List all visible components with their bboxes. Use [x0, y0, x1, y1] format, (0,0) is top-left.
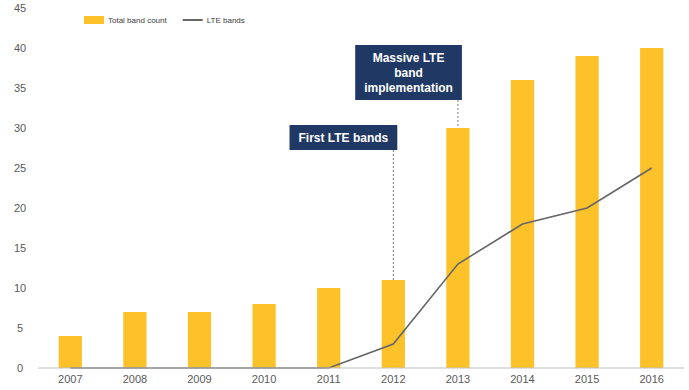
y-tick	[35, 48, 37, 49]
x-tick-label: 2009	[187, 373, 211, 385]
annotation-line: band	[394, 66, 423, 80]
bar	[188, 312, 211, 368]
annotation-text: First LTE bands	[299, 131, 389, 145]
annotation-text: Massive LTEbandimplementation	[364, 51, 453, 95]
y-tick	[35, 88, 37, 89]
annotation-leader	[393, 150, 394, 280]
y-tick	[35, 368, 37, 369]
bar	[446, 128, 469, 368]
y-tick-label: 10	[14, 282, 26, 294]
x-axis-line	[38, 368, 684, 369]
annotation-leader	[457, 100, 458, 128]
y-tick	[35, 168, 37, 169]
annotation-line: Massive LTE	[373, 51, 445, 65]
annotation: First LTE bands	[290, 125, 398, 280]
y-tick-label: 0	[17, 362, 23, 374]
x-tick-label: 2015	[575, 373, 599, 385]
bar	[123, 312, 146, 368]
bar	[252, 304, 275, 368]
legend-label: LTE bands	[207, 16, 245, 25]
y-tick-label: 25	[14, 162, 26, 174]
bar	[382, 280, 405, 368]
bar	[640, 48, 663, 368]
x-tick-label: 2010	[252, 373, 276, 385]
x-tick-label: 2013	[446, 373, 470, 385]
y-tick-label: 30	[14, 122, 26, 134]
y-range-line	[38, 8, 39, 368]
legend-swatch	[183, 19, 203, 21]
y-tick-label: 35	[14, 82, 26, 94]
y-tick-label: 40	[14, 42, 26, 54]
line	[70, 168, 651, 368]
y-tick	[35, 128, 37, 129]
y-tick-label: 15	[14, 242, 26, 254]
y-tick	[35, 8, 37, 9]
y-tick-label: 5	[17, 322, 23, 334]
annotation-line: First LTE bands	[299, 131, 389, 145]
annotation-box	[355, 45, 462, 100]
x-tick-label: 2012	[381, 373, 405, 385]
y-tick-label: 20	[14, 202, 26, 214]
legend-swatch	[84, 16, 104, 24]
y-tick	[35, 208, 37, 209]
chart: 0 5 10 15 20 25 30 35 40 45 2007 2008 2009 2010 2011 20…	[0, 0, 689, 390]
y-tick-label: 45	[14, 2, 26, 14]
bar	[59, 336, 82, 368]
bar	[317, 288, 340, 368]
x-tick-label: 2007	[58, 373, 82, 385]
annotation: Massive LTEbandimplementation	[355, 45, 462, 128]
y-tick	[35, 328, 37, 329]
annotation-box	[290, 125, 398, 150]
x-tick-label: 2008	[123, 373, 147, 385]
legend-label: Total band count	[108, 16, 167, 25]
x-tick-label: 2016	[639, 373, 663, 385]
x-tick-label: 2011	[317, 373, 341, 385]
y-tick	[35, 288, 37, 289]
bar	[575, 56, 598, 368]
y-tick	[35, 248, 37, 249]
annotation-line: implementation	[364, 81, 453, 95]
x-tick-label: 2014	[510, 373, 534, 385]
